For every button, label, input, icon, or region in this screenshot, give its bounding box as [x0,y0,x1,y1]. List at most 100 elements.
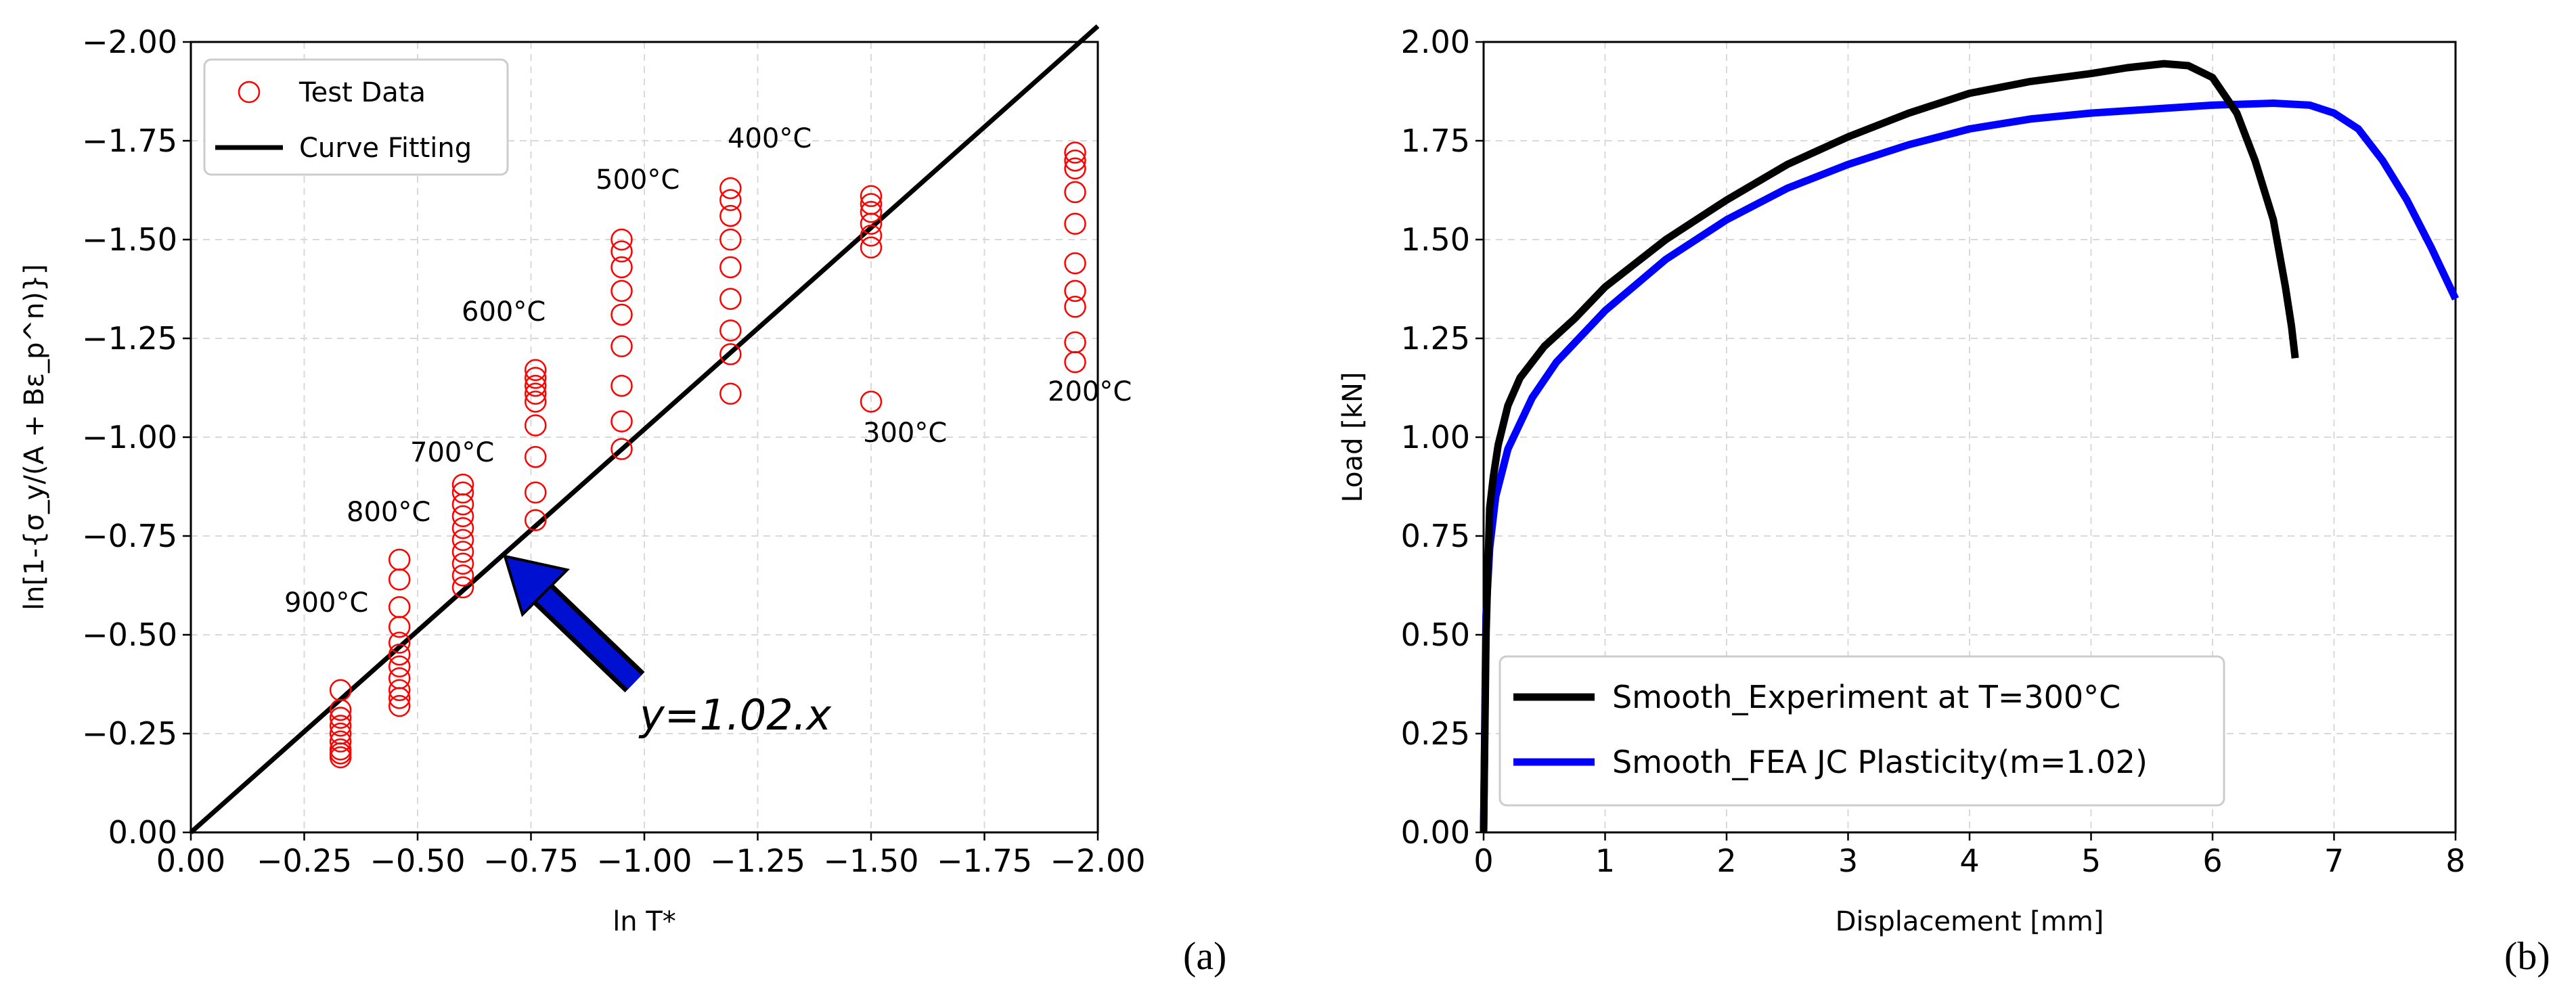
a-test-data-point [610,374,633,397]
b-x-tick-label: 1 [1595,843,1615,879]
a-test-data-point [1064,252,1086,275]
a-temperature-label: 300°C [863,418,947,449]
a-x-tick-label: 0.00 [156,843,225,879]
a-test-data-point [451,529,474,552]
a-legend-label-curve-fitting: Curve Fitting [299,133,472,164]
a-test-data-point [1064,157,1086,180]
a-temperature-label: 400°C [728,123,812,154]
a-test-data-point [451,552,474,575]
b-x-tick-label: 4 [1959,843,1979,879]
b-x-tick-label: 7 [2324,843,2344,879]
a-test-data-point [388,568,411,591]
a-test-data-point [610,303,633,326]
a-test-data-point [329,722,352,745]
a-x-axis-label: ln T* [613,906,676,937]
a-test-data-point [719,204,742,227]
a-y-tick-label: −1.00 [82,419,177,455]
a-test-data-point [719,343,742,365]
panel-b: 0 1 2 3 4 5 6 7 8 0.00 0.25 0.50 0.75 1.00 1.25 1.50 1.7… [1337,24,2550,978]
a-test-data-point [451,481,474,504]
a-y-tick-label: −0.25 [82,715,177,752]
a-x-tick-label: −0.25 [257,843,352,879]
a-temperature-label: 500°C [596,164,680,196]
a-test-data-point [329,730,352,753]
a-arrow-shaft [529,580,642,690]
a-test-data-point [1064,141,1086,164]
b-y-axis-label: Load [kN] [1337,372,1369,503]
a-test-data-point [524,445,547,468]
b-legend-label-fea: Smooth_FEA JC Plasticity(m=1.02) [1612,744,2148,780]
a-test-data-point [719,319,742,342]
a-test-data-point [329,679,352,702]
a-test-data-point [1064,351,1086,374]
a-y-axis-label: ln[1-{σ_y/(A + Bε_p^n)}] [19,264,50,610]
b-y-tick-label: 1.75 [1401,122,1470,159]
a-test-data-point [610,410,633,432]
b-y-tick-label: 1.50 [1401,221,1470,258]
a-x-tick-label: −1.00 [597,843,692,879]
a-x-tick-label: −0.75 [483,843,579,879]
a-test-data-point [610,256,633,279]
a-test-data-point [524,359,547,381]
b-legend-box [1498,655,2225,807]
a-test-data-point [1064,296,1086,318]
a-temperature-label: 700°C [410,437,494,468]
a-test-data-point [610,335,633,357]
a-x-tick-label: −0.50 [370,843,466,879]
a-test-data-point [388,679,411,702]
a-test-data-point [329,707,352,729]
a-test-data-point [610,240,633,263]
b-y-tick-label: 0.25 [1401,715,1470,752]
a-test-data-point [1064,181,1086,204]
a-x-tick-label: −1.25 [710,843,805,879]
a-test-data-point [719,228,742,251]
a-y-tick-label: −0.75 [82,518,177,554]
a-test-data-point [329,742,352,765]
a-temperature-label: 200°C [1048,376,1132,407]
b-y-tick-label: 0.75 [1401,518,1470,554]
b-y-tick-label: 0.50 [1401,617,1470,653]
a-test-data-point [388,631,411,654]
a-test-data-point [1064,149,1086,172]
a-test-data-point [719,177,742,200]
b-x-tick-label: 8 [2445,843,2465,879]
a-test-data-point [388,548,411,571]
b-x-tick-label: 3 [1838,843,1858,879]
a-test-data-point [524,367,547,389]
b-x-tick-label: 0 [1473,843,1493,879]
a-test-data-point [1064,279,1086,303]
a-test-data-point [388,643,411,666]
b-x-tick-label: 2 [1716,843,1736,879]
a-test-data-point [388,616,411,638]
a-test-data-point [860,390,883,413]
b-y-tick-label: 2.00 [1401,24,1470,60]
a-test-data-point [451,473,474,496]
b-x-tick-label: 6 [2202,843,2222,879]
a-test-data-point [719,256,742,279]
a-temperature-label: 600°C [462,296,546,328]
panel-a: 0.00 −0.25 −0.50 −0.75 −1.00 −1.25 −1.50 −1.75 −… [19,24,1226,978]
a-y-tick-label: −0.50 [82,617,177,653]
a-test-data-point [719,189,742,211]
a-test-data-point [860,200,883,223]
a-y-tick-label: −2.00 [82,24,177,60]
a-test-data-point [329,738,352,761]
a-test-data-point [610,438,633,460]
a-legend-label-test-data: Test Data [298,77,426,108]
b-panel-label: (b) [2504,934,2550,978]
a-x-tick-label: −1.75 [937,843,1032,879]
a-test-data-point [860,185,883,208]
a-test-data-point [388,596,411,619]
a-test-data-point [1064,212,1086,235]
b-series-line-1 [1480,99,2459,833]
b-y-tick-label: 1.00 [1401,419,1470,455]
a-test-data-point [610,228,633,251]
a-test-data-point [524,382,547,405]
a-panel-label: (a) [1183,934,1226,978]
a-test-data-point [860,193,883,215]
b-x-tick-label: 5 [2081,843,2101,879]
a-test-data-point [524,481,547,504]
a-y-tick-label: −1.50 [82,221,177,258]
a-test-data-point [610,279,633,303]
